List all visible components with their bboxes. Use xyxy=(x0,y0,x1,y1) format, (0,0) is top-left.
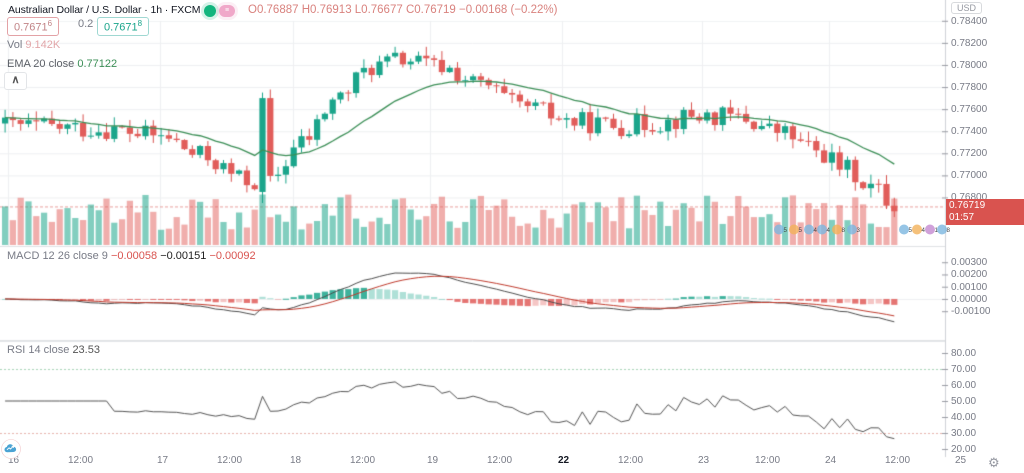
svg-text:8: 8 xyxy=(947,227,951,234)
svg-text:5: 5 xyxy=(799,227,803,234)
svg-text:4: 4 xyxy=(827,227,831,234)
svg-text:3: 3 xyxy=(857,227,861,234)
svg-text:5: 5 xyxy=(784,227,788,234)
svg-text:8: 8 xyxy=(842,227,846,234)
